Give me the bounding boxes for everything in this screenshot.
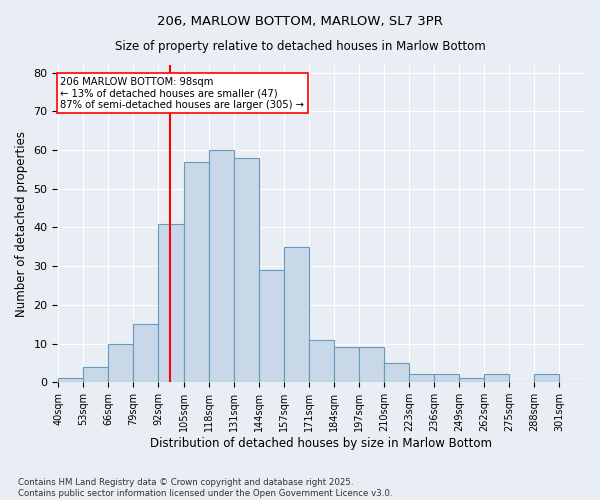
Text: 206 MARLOW BOTTOM: 98sqm
← 13% of detached houses are smaller (47)
87% of semi-d: 206 MARLOW BOTTOM: 98sqm ← 13% of detach… [60, 76, 304, 110]
Text: Size of property relative to detached houses in Marlow Bottom: Size of property relative to detached ho… [115, 40, 485, 53]
Bar [534, 374, 559, 382]
Bar [184, 162, 209, 382]
Y-axis label: Number of detached properties: Number of detached properties [15, 130, 28, 316]
Text: 206, MARLOW BOTTOM, MARLOW, SL7 3PR: 206, MARLOW BOTTOM, MARLOW, SL7 3PR [157, 15, 443, 28]
Bar [133, 324, 158, 382]
Bar [359, 348, 384, 382]
Bar [484, 374, 509, 382]
Bar [83, 366, 109, 382]
Bar [158, 224, 184, 382]
Bar [233, 158, 259, 382]
Bar [334, 348, 359, 382]
Bar [284, 247, 308, 382]
Bar [58, 378, 83, 382]
Bar [459, 378, 484, 382]
Bar [259, 270, 284, 382]
Bar [409, 374, 434, 382]
Bar [434, 374, 459, 382]
Text: Contains HM Land Registry data © Crown copyright and database right 2025.
Contai: Contains HM Land Registry data © Crown c… [18, 478, 392, 498]
X-axis label: Distribution of detached houses by size in Marlow Bottom: Distribution of detached houses by size … [150, 437, 492, 450]
Bar [308, 340, 334, 382]
Bar [384, 363, 409, 382]
Bar [209, 150, 233, 382]
Bar [109, 344, 133, 382]
